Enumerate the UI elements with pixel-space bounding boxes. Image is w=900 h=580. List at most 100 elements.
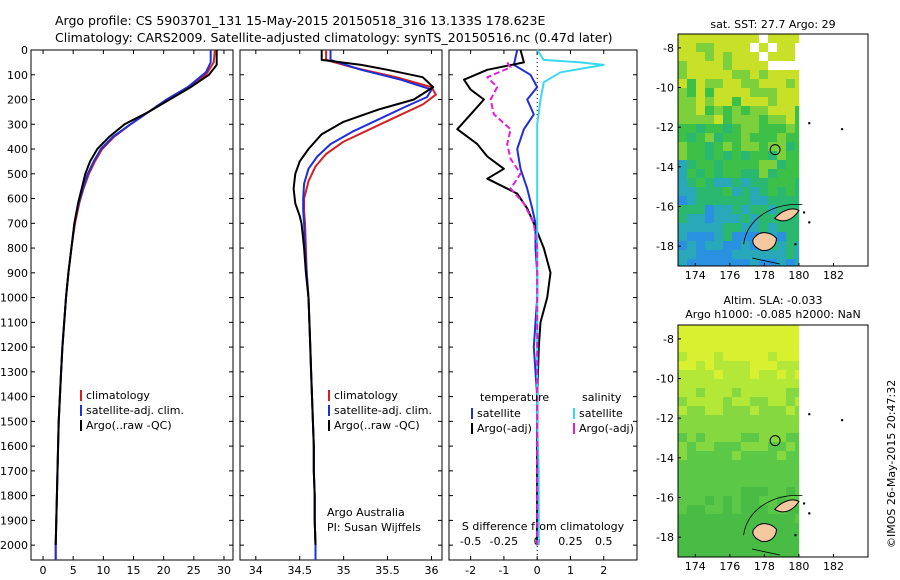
sla_map-cell (687, 514, 697, 524)
sst_map-cell (732, 196, 742, 206)
sst_map-cell (768, 34, 778, 44)
sst_map-cell (759, 43, 769, 53)
sla_map-cell (777, 361, 787, 371)
depth-tick-label: 1000 (0, 292, 28, 305)
sst_map-cell (723, 160, 733, 170)
sst_map-cell (768, 196, 778, 206)
depth-tick-label: 1600 (0, 440, 28, 453)
temperature-series-climatology (54, 49, 216, 560)
sst_map-cell (714, 169, 724, 179)
sst_map-cell (741, 169, 751, 179)
sst_map-cell (795, 133, 800, 143)
temperature-axes-frame (30, 49, 234, 561)
sla_map-cell (714, 334, 724, 344)
sst_map-cell (741, 223, 751, 233)
sla_map-cell (759, 496, 769, 506)
sla_map-cell (741, 361, 751, 371)
sla_map-cell (741, 343, 751, 353)
sst_map-cell (741, 115, 751, 125)
sst_map-cell (696, 169, 706, 179)
sst_map-small-island (794, 242, 797, 246)
sla_map-cell (777, 334, 787, 344)
temperature-legend-entry: climatology (86, 389, 150, 402)
sla_map-cell (696, 352, 706, 362)
sla_map-cell (678, 523, 688, 533)
sst_map-ytick-label: -16 (656, 201, 674, 214)
sst_map-cell (741, 34, 751, 44)
depth-tick-label: 600 (7, 193, 28, 206)
sst_map-cell (705, 79, 715, 89)
sla_map-cell (795, 478, 800, 488)
sst_map-cell (741, 124, 751, 134)
sst_map-cell (714, 61, 724, 71)
sst_map-cell (705, 205, 715, 215)
sla_map-cell (750, 379, 760, 389)
sst_map-cell (777, 241, 787, 251)
sst_map-cell (732, 79, 742, 89)
sst_map-cell (705, 43, 715, 53)
sla_map-cell (696, 433, 706, 443)
sst_map-cell (795, 223, 800, 233)
sla_map-cell (714, 352, 724, 362)
sst_map-cell (687, 160, 697, 170)
sst_map-cell (696, 97, 706, 107)
sla_map-cell (678, 334, 688, 344)
sla_map-cell (687, 442, 697, 452)
sla_map-cell (705, 388, 715, 398)
sst_map-cell (795, 88, 800, 98)
sla_map-cell (768, 415, 778, 425)
sla_map-cell (768, 388, 778, 398)
sla_map-land-vanua-levu (773, 499, 800, 513)
sla_map-cell (723, 523, 733, 533)
sla_map-cell (732, 433, 742, 443)
sst_map-cell (678, 196, 688, 206)
sst_map-cell (741, 214, 751, 224)
sst_map-cell (759, 133, 769, 143)
sla_map-cell (687, 541, 697, 551)
sla_map-cell (759, 388, 769, 398)
difference-series-sal_satellite (536, 49, 605, 546)
sst_map-cell (732, 223, 742, 233)
sst_map-cell (768, 178, 778, 188)
sst_map-cell (777, 124, 787, 134)
sla_map-cell (732, 352, 742, 362)
sst_map-cell (795, 178, 800, 188)
sst_map-cell (786, 52, 796, 62)
sla_map-cell (696, 415, 706, 425)
sla_map-cell (687, 397, 697, 407)
sla_map-cell (714, 451, 724, 461)
sst_map-cell (696, 106, 706, 116)
sla_map-cell (723, 352, 733, 362)
sla_map-cell (714, 406, 724, 416)
sla_map-cell (696, 523, 706, 533)
sst_map-cell (696, 61, 706, 71)
sst_map-coast-contour (743, 204, 803, 265)
depth-tick-label: 500 (7, 168, 28, 181)
sla_map-cell (732, 496, 742, 506)
sla_map-cell (741, 532, 751, 542)
sla_map-cell (678, 442, 688, 452)
sla_map-cell (786, 325, 796, 335)
sla_map-cell (723, 370, 733, 380)
sla_map-cell (705, 487, 715, 497)
sst_map-cell (723, 196, 733, 206)
sla_map-cell (786, 424, 796, 434)
sst_map-cell (750, 250, 760, 260)
sla_map-cell (696, 532, 706, 542)
sla_map-cell (705, 334, 715, 344)
sla_map-cell (714, 370, 724, 380)
sst_map-cell (777, 259, 787, 267)
temperature-profile-panel: 0 5 10 15 20 25 300100200300400500600700800900… (0, 44, 234, 580)
sla_map-cell (723, 505, 733, 515)
sst_map-cell (795, 115, 800, 125)
sla_map-cell (750, 550, 760, 558)
sst_map-cell (741, 106, 751, 116)
sst_map-cell (759, 250, 769, 260)
sst_map-cell (768, 169, 778, 179)
sla_map-cell (750, 388, 760, 398)
sst_map-cell (741, 178, 751, 188)
sst_map-cell (696, 124, 706, 134)
sst_map-cell (687, 115, 697, 125)
sst_map-cell (777, 88, 787, 98)
sla_map-cell (750, 370, 760, 380)
